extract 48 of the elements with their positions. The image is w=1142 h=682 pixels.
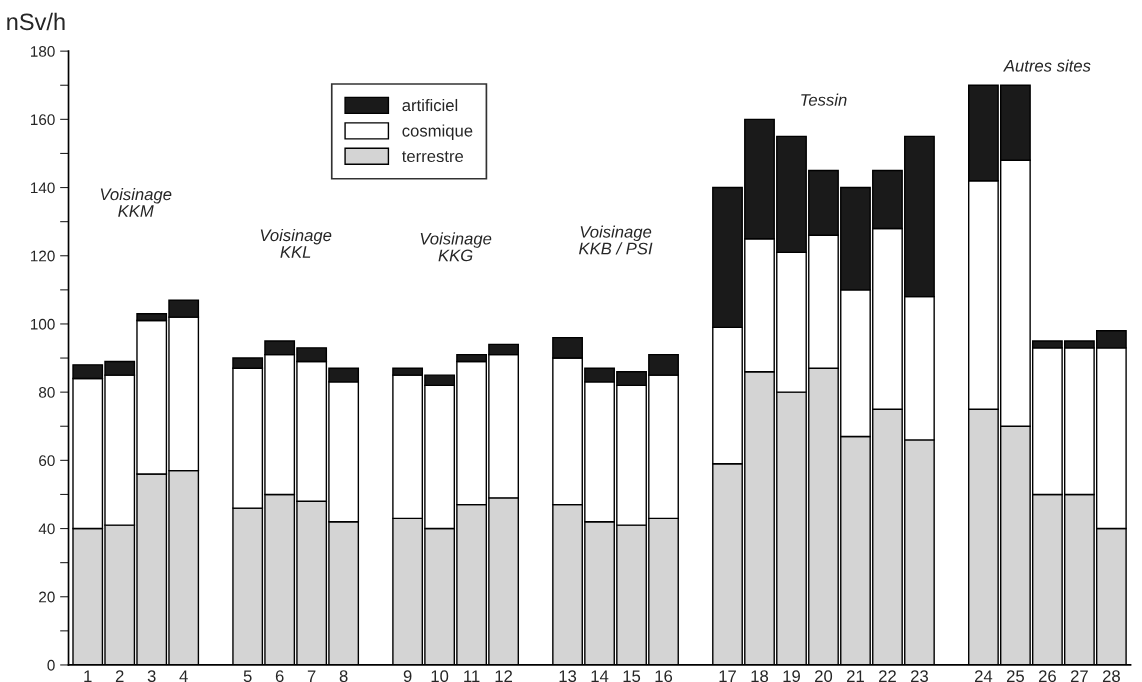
x-tick-label: 13 bbox=[559, 670, 577, 682]
y-tick-label: 180 bbox=[31, 46, 55, 57]
x-tick-label: 14 bbox=[591, 670, 609, 682]
x-tick-label: 6 bbox=[275, 670, 284, 682]
y-tick-label: 120 bbox=[31, 250, 55, 262]
x-tick-label: 23 bbox=[911, 670, 928, 682]
x-tick-label: 1 bbox=[84, 670, 92, 682]
x-tick-label: 17 bbox=[719, 670, 736, 682]
x-tick-label: 19 bbox=[783, 670, 800, 682]
y-tick-label: 160 bbox=[31, 114, 55, 126]
x-tick-label: 2 bbox=[115, 670, 124, 682]
annotation: Voisinage KKL bbox=[260, 228, 332, 258]
y-tick-label: 20 bbox=[39, 591, 55, 603]
x-tick-label: 16 bbox=[655, 670, 673, 682]
x-tick-label: 12 bbox=[495, 670, 513, 682]
x-tick-label: 5 bbox=[243, 670, 252, 682]
x-tick-label: 9 bbox=[403, 670, 412, 682]
annotation: Voisinage KKB / PSI bbox=[579, 225, 653, 255]
x-tick-label: 4 bbox=[179, 670, 188, 682]
y-tick-label: 60 bbox=[39, 455, 55, 467]
annotation: Voisinage KKM bbox=[100, 188, 172, 217]
x-tick-label: 18 bbox=[751, 670, 769, 682]
x-tick-label: 28 bbox=[1102, 670, 1120, 682]
x-tick-label: 27 bbox=[1070, 670, 1088, 682]
x-tick-label: 8 bbox=[339, 670, 348, 682]
x-tick-label: 26 bbox=[1038, 670, 1056, 682]
x-tick-label: 24 bbox=[975, 670, 993, 682]
annotation: Tessin bbox=[801, 93, 847, 106]
legend-label: cosmique bbox=[402, 124, 473, 140]
y-tick-label: 100 bbox=[31, 318, 55, 330]
x-tick-label: 10 bbox=[431, 670, 449, 682]
y-tick-label: 0 bbox=[47, 659, 55, 671]
y-axis-title: nSv/h bbox=[7, 12, 65, 31]
annotation: Voisinage KKG bbox=[420, 232, 492, 262]
x-tick-label: 22 bbox=[879, 670, 896, 682]
y-tick-label: 80 bbox=[39, 387, 55, 398]
x-tick-label: 25 bbox=[1006, 670, 1024, 682]
x-tick-label: 3 bbox=[147, 670, 156, 682]
x-tick-label: 11 bbox=[464, 670, 480, 682]
annotation: Autres sites bbox=[1003, 59, 1091, 72]
y-tick-label: 40 bbox=[38, 523, 55, 535]
x-tick-label: 21 bbox=[847, 670, 864, 682]
legend-label: artificiel bbox=[402, 98, 458, 112]
y-tick-label: 140 bbox=[31, 182, 55, 194]
legend-label: terrestre bbox=[402, 151, 464, 163]
x-tick-label: 20 bbox=[815, 670, 833, 682]
x-tick-label: 15 bbox=[623, 670, 641, 682]
x-tick-label: 7 bbox=[307, 670, 316, 682]
